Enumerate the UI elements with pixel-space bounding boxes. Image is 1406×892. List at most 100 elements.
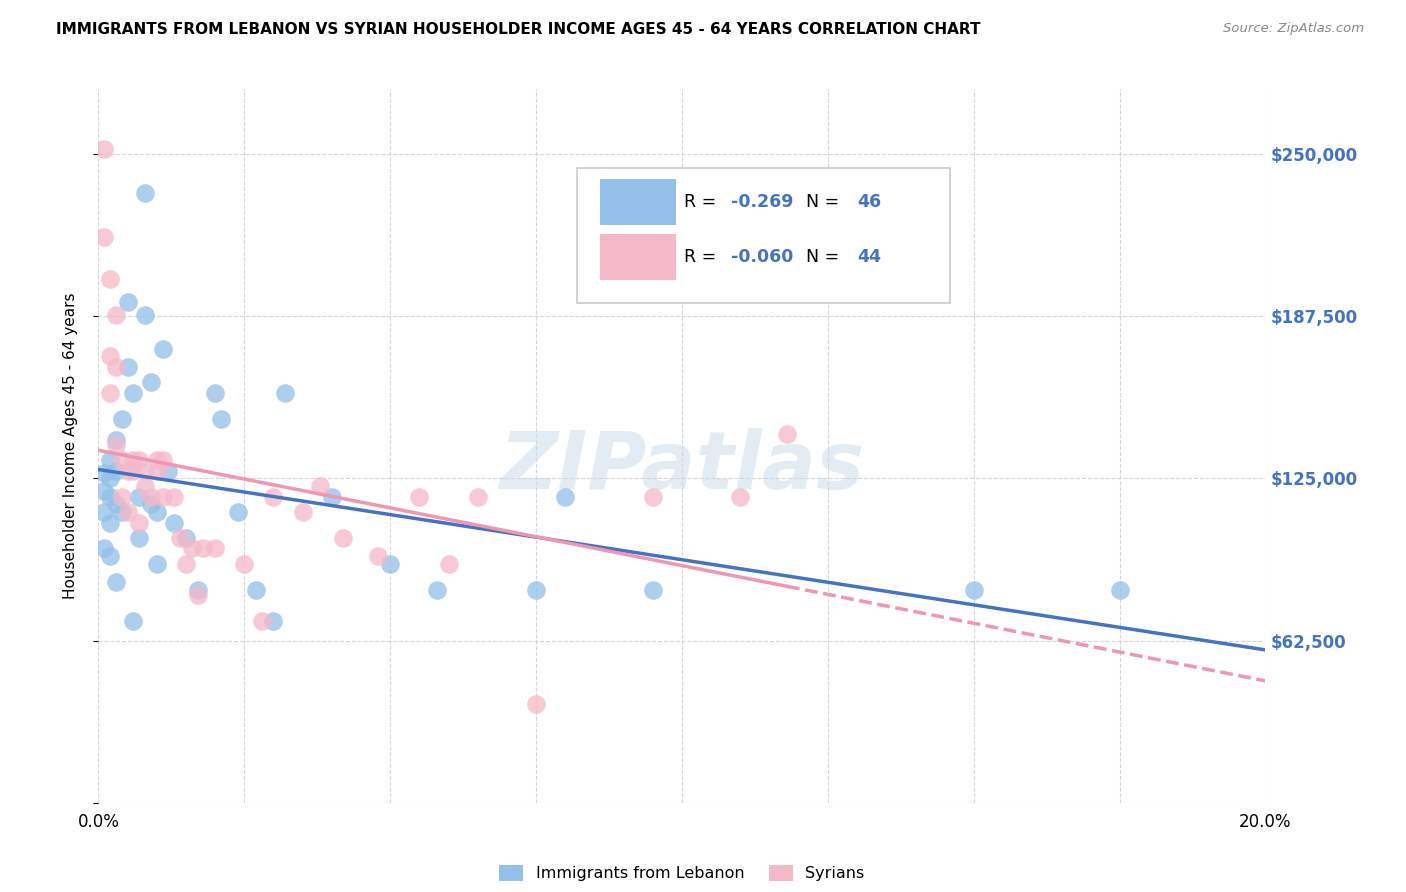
Point (98, 385, 121, 400)
Text: -0.060: -0.060 (731, 248, 793, 266)
Point (209, 411, 232, 425)
Point (321, 490, 343, 504)
Point (128, 516, 150, 530)
Point (117, 505, 139, 519)
Point (104, 359, 127, 374)
Point (134, 479, 156, 493)
Point (117, 295, 139, 310)
Point (332, 531, 354, 545)
Point (146, 464, 169, 478)
Point (426, 582, 449, 597)
Point (204, 541, 226, 556)
Point (554, 490, 576, 504)
Point (104, 464, 127, 478)
Text: N =: N = (796, 248, 845, 266)
Point (187, 582, 209, 597)
Point (98, 549, 121, 564)
Point (111, 453, 134, 467)
Legend: Immigrants from Lebanon, Syrians: Immigrants from Lebanon, Syrians (494, 858, 870, 888)
Text: IMMIGRANTS FROM LEBANON VS SYRIAN HOUSEHOLDER INCOME AGES 45 - 64 YEARS CORRELAT: IMMIGRANTS FROM LEBANON VS SYRIAN HOUSEH… (56, 22, 981, 37)
Point (228, 505, 250, 519)
Point (245, 582, 267, 597)
Point (146, 557, 169, 571)
Point (117, 464, 139, 478)
Point (163, 490, 186, 504)
Point (180, 541, 202, 556)
Point (98, 453, 121, 467)
Text: R =: R = (685, 193, 723, 211)
Point (139, 376, 162, 390)
Point (163, 516, 186, 530)
Point (174, 557, 197, 571)
Text: ZIPatlas: ZIPatlas (499, 428, 865, 507)
Text: R =: R = (685, 248, 723, 266)
Point (122, 453, 145, 467)
Text: 46: 46 (858, 193, 882, 211)
Point (378, 557, 402, 571)
FancyBboxPatch shape (600, 234, 676, 280)
Point (134, 186, 156, 200)
Point (93, 505, 115, 519)
Point (146, 505, 169, 519)
Point (98, 271, 121, 285)
FancyBboxPatch shape (576, 168, 950, 303)
Text: Source: ZipAtlas.com: Source: ZipAtlas.com (1223, 22, 1364, 36)
Point (641, 490, 664, 504)
Point (250, 614, 273, 628)
Point (93, 541, 115, 556)
Point (152, 453, 174, 467)
Point (98, 350, 121, 364)
Point (262, 614, 284, 628)
Point (98, 471, 121, 485)
Point (104, 438, 127, 452)
Point (98, 490, 121, 504)
Point (146, 453, 169, 467)
Point (111, 505, 134, 519)
Point (122, 385, 145, 400)
Point (204, 385, 226, 400)
Point (233, 557, 256, 571)
Point (104, 575, 127, 590)
Y-axis label: Householder Income Ages 45 - 64 years: Householder Income Ages 45 - 64 years (63, 293, 77, 599)
Point (152, 490, 174, 504)
Point (408, 490, 430, 504)
Point (641, 582, 664, 597)
Point (728, 490, 751, 504)
Point (104, 497, 127, 511)
FancyBboxPatch shape (600, 178, 676, 225)
Point (134, 308, 156, 322)
Point (139, 490, 162, 504)
Point (152, 342, 174, 356)
Point (122, 614, 145, 628)
Point (524, 582, 547, 597)
Point (962, 582, 984, 597)
Point (93, 484, 115, 499)
Text: 44: 44 (858, 248, 882, 266)
Text: N =: N = (796, 193, 845, 211)
Point (262, 490, 284, 504)
Point (174, 531, 197, 545)
Point (122, 464, 145, 478)
Point (309, 479, 332, 493)
Point (274, 385, 297, 400)
Point (776, 427, 799, 442)
Point (157, 464, 180, 478)
Text: -0.269: -0.269 (731, 193, 793, 211)
Point (1108, 582, 1130, 597)
Point (93, 142, 115, 156)
Point (128, 453, 150, 467)
Point (139, 497, 162, 511)
Point (93, 467, 115, 481)
Point (128, 490, 150, 504)
Point (169, 531, 191, 545)
Point (437, 557, 460, 571)
Point (117, 359, 139, 374)
Point (128, 531, 150, 545)
Point (367, 549, 389, 564)
Point (104, 308, 127, 322)
Point (93, 230, 115, 244)
Point (467, 490, 489, 504)
Point (104, 433, 127, 447)
Point (111, 411, 134, 425)
Point (111, 490, 134, 504)
